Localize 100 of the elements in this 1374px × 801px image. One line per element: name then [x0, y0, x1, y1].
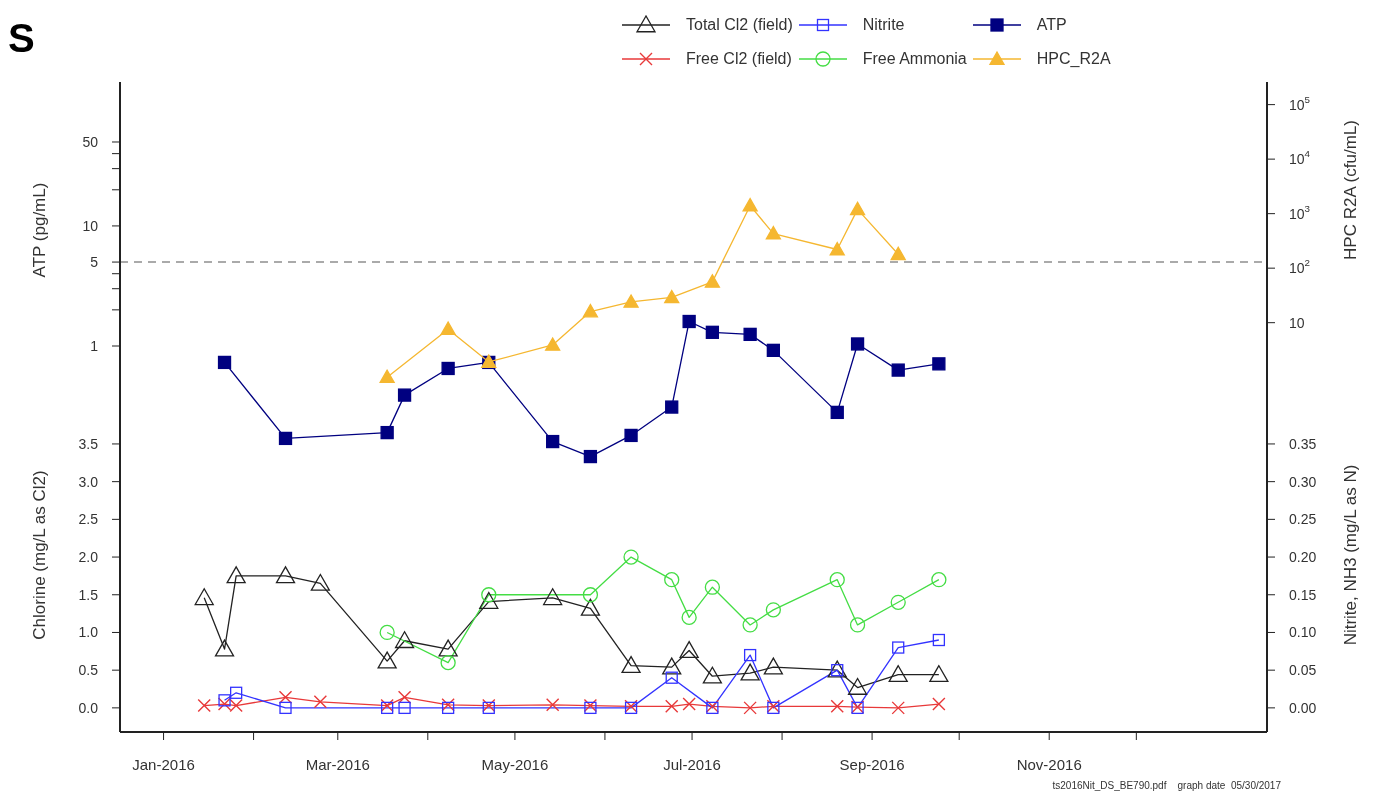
x-tick-label: Jul-2016 [663, 755, 721, 773]
y2-tick-label: 10$^{4}$ [1289, 148, 1311, 168]
point [543, 588, 563, 606]
point [891, 363, 905, 377]
point [830, 699, 844, 714]
point [743, 648, 757, 662]
point [743, 701, 757, 715]
point [847, 677, 868, 695]
point [397, 690, 412, 705]
point [929, 665, 949, 683]
point [740, 663, 760, 681]
point [279, 701, 292, 715]
point [380, 425, 394, 440]
point [682, 697, 696, 711]
y-tick-label: 5 [90, 254, 99, 271]
point [765, 602, 781, 618]
y2-axis-title: Nitrite, NH3 (mg/L as N) [1341, 464, 1361, 646]
point [765, 225, 781, 240]
y2-tick-label: 0.00 [1289, 699, 1317, 716]
point [763, 657, 783, 675]
point [479, 591, 499, 609]
legend-label: Total Cl2 (field) [686, 16, 793, 34]
point [379, 624, 395, 641]
point [218, 694, 231, 707]
point [932, 357, 946, 371]
point [849, 617, 866, 633]
point [621, 655, 641, 674]
y2-tick-label: 0.30 [1289, 473, 1317, 490]
legend-label: ATP [1036, 16, 1067, 34]
y2-tick-label: 0.20 [1289, 549, 1317, 566]
y-tick-label: 3.5 [78, 435, 99, 452]
point [830, 405, 844, 420]
point [624, 428, 638, 443]
point [313, 695, 328, 709]
point [931, 572, 947, 588]
point [829, 241, 845, 256]
point [891, 701, 905, 715]
point [849, 201, 866, 216]
legend-label: HPC_R2A [1036, 50, 1111, 68]
point [217, 355, 232, 370]
point [582, 303, 599, 318]
y2-tick-label: 0.25 [1289, 511, 1317, 528]
y-tick-label: 10 [82, 217, 99, 234]
point [890, 594, 906, 610]
point [275, 566, 296, 584]
y2-tick-label: 0.05 [1289, 662, 1317, 679]
point [214, 639, 235, 657]
y-axis-title: ATP (pg/mL) [30, 182, 50, 278]
y-tick-label: 2.5 [78, 511, 99, 528]
legend-label: Nitrite [862, 16, 905, 34]
point [932, 697, 946, 711]
point [705, 325, 720, 339]
point [665, 699, 679, 714]
point [379, 369, 395, 384]
y2-tick-label: 10$^{3}$ [1289, 202, 1311, 222]
y2-tick-label: 10$^{2}$ [1289, 257, 1311, 277]
point [681, 609, 697, 626]
y2-tick-label: 10$^{5}$ [1289, 93, 1311, 113]
point [377, 651, 397, 669]
x-tick-label: Sep-2016 [839, 755, 905, 773]
y-tick-label: 1.0 [78, 624, 99, 641]
point [623, 294, 639, 308]
point [665, 400, 679, 414]
y2-tick-label: 0.10 [1289, 624, 1317, 641]
point [892, 641, 905, 654]
y2-tick-label: 10 [1289, 314, 1305, 331]
y-tick-label: 3.0 [78, 473, 99, 490]
point [623, 549, 639, 565]
x-tick-label: Mar-2016 [305, 755, 370, 773]
point [545, 337, 561, 351]
point [545, 698, 560, 712]
y-tick-label: 0.0 [78, 699, 99, 716]
point [398, 701, 411, 715]
x-tick-label: May-2016 [481, 755, 549, 773]
y2-axis-title: HPC R2A (cfu/mL) [1341, 120, 1361, 260]
point [850, 337, 865, 351]
point [580, 598, 601, 616]
point [278, 431, 293, 446]
point [664, 289, 680, 304]
point [394, 631, 415, 649]
point [702, 666, 723, 684]
point [742, 617, 758, 633]
point [888, 665, 908, 683]
point [397, 388, 412, 402]
point [226, 566, 246, 584]
y-tick-label: 50 [82, 134, 99, 150]
point [278, 690, 293, 705]
point [583, 449, 598, 464]
point [440, 321, 456, 336]
point [827, 660, 847, 678]
legend-label: Free Ammonia [862, 50, 967, 68]
point [665, 671, 678, 684]
point [662, 657, 682, 675]
point [194, 588, 214, 606]
y-tick-label: 1 [90, 338, 99, 354]
point [582, 587, 599, 603]
point [932, 633, 946, 647]
point [440, 654, 456, 671]
y-axis-title: Chlorine (mg/L as Cl2) [30, 470, 50, 640]
point [890, 246, 906, 261]
